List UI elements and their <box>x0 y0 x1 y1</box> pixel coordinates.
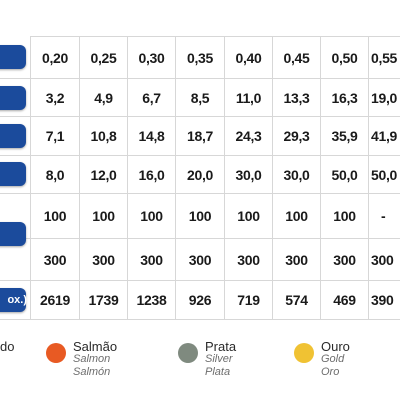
row-header-tab <box>0 86 26 110</box>
table-row: 8,0 12,0 16,0 20,0 30,0 30,0 50,0 50,0 <box>0 156 400 194</box>
color-swatch-icon <box>294 343 314 363</box>
legend-item-salmon: Salmão Salmon Salmón <box>46 340 117 379</box>
legend-label: do <box>0 339 15 354</box>
legend-label-en: Salmon <box>73 353 111 365</box>
table-cell: 100 <box>92 208 115 224</box>
table-cell: 14,8 <box>138 128 165 144</box>
table-cell: 2619 <box>40 292 70 308</box>
table-cell: 4,9 <box>94 89 113 106</box>
table-cell: 41,9 <box>371 128 398 144</box>
row-header-tab <box>0 45 26 69</box>
table-cell: - <box>381 208 386 224</box>
table-cell: 29,3 <box>283 128 310 144</box>
col-divider <box>224 36 225 320</box>
table-cell: 100 <box>285 208 308 224</box>
legend-label-es: Plata <box>205 366 231 378</box>
legend-label: Ouro <box>321 339 350 354</box>
col-divider <box>368 36 369 320</box>
table-cell: 10,8 <box>90 128 117 144</box>
table-cell: 16,3 <box>331 89 358 106</box>
table-cell: 719 <box>237 292 260 308</box>
row-header-tab <box>0 288 26 312</box>
table-cell: 926 <box>188 292 212 308</box>
table-cell: 35,9 <box>331 128 358 144</box>
table-row: 100 100 100 100 100 100 100 - <box>0 194 400 246</box>
table-cell: 50,0 <box>371 166 398 183</box>
row-header-label: ox.) <box>7 294 27 306</box>
table-cell: 6,7 <box>142 89 161 106</box>
table-cell: 12,0 <box>90 166 117 183</box>
table-row: 3,2 4,9 6,7 8,5 11,0 13,3 16,3 19,0 <box>0 79 400 117</box>
table-cell: 300 <box>237 251 260 268</box>
color-swatch-icon <box>46 343 66 363</box>
table-cell: 11,0 <box>235 89 262 106</box>
col-divider <box>175 36 176 320</box>
table-cell: 0,20 <box>41 49 69 66</box>
table-cell: 300 <box>371 251 394 268</box>
table-cell: 24,3 <box>235 128 262 144</box>
table-cell: 8,0 <box>45 166 65 183</box>
table-cell: 100 <box>140 208 163 224</box>
table-cell: 100 <box>43 208 67 224</box>
col-divider <box>127 36 128 320</box>
legend-label: Salmão <box>73 339 118 354</box>
table-cell: 0,55 <box>371 49 398 66</box>
row-header-tab <box>0 124 26 148</box>
table-row: 0,20 0,25 0,30 0,35 0,40 0,45 0,50 0,55 <box>0 37 400 79</box>
legend-label-es: Oro <box>321 366 340 378</box>
table-cell: 0,40 <box>235 49 262 66</box>
table-cell: 8,5 <box>190 89 210 106</box>
legend-label-es: Salmón <box>73 366 111 378</box>
table-cell: 390 <box>371 292 394 308</box>
row-header-tab <box>0 162 26 186</box>
table-cell: 300 <box>333 251 356 268</box>
col-divider <box>272 36 273 320</box>
table-cell: 0,25 <box>90 49 117 66</box>
table-cell: 30,0 <box>283 166 310 183</box>
table-cell: 18,7 <box>186 128 214 144</box>
table-cell: 300 <box>285 251 308 268</box>
table-cell: 100 <box>188 208 212 224</box>
table-cell: 0,30 <box>138 49 165 66</box>
table-top-border <box>30 36 400 37</box>
legend-label: Prata <box>205 339 237 354</box>
table-cell: 16,0 <box>138 166 165 183</box>
table-row: 300 300 300 300 300 300 300 300 <box>0 239 400 281</box>
table-row: ox.) 2619 1739 1238 926 719 574 469 390 <box>0 281 400 320</box>
table-cell: 3,2 <box>45 89 65 106</box>
table-cell: 50,0 <box>331 166 358 183</box>
color-swatch-icon <box>178 343 198 363</box>
spec-table: 0,20 0,25 0,30 0,35 0,40 0,45 0,50 0,55 … <box>0 36 400 320</box>
table-cell: 300 <box>43 251 67 268</box>
color-legend: do Salmão Salmon Salmón Prata Silver Pla… <box>0 340 400 390</box>
row-header-tab <box>0 222 26 246</box>
legend-item-gold: Ouro Gold Oro <box>294 340 350 379</box>
table-cell: 300 <box>140 251 163 268</box>
table-cell: 7,1 <box>45 128 65 144</box>
table-cell: 300 <box>92 251 115 268</box>
table-cell: 300 <box>188 251 212 268</box>
table-cell: 0,50 <box>331 49 358 66</box>
table-cell: 100 <box>237 208 260 224</box>
table-cell: 574 <box>285 292 308 308</box>
table-cell: 13,3 <box>283 89 310 106</box>
col-divider <box>30 36 31 320</box>
col-divider <box>320 36 321 320</box>
legend-label-en: Silver <box>205 353 233 365</box>
table-cell: 1238 <box>136 292 167 308</box>
legend-item-silver: Prata Silver Plata <box>178 340 236 379</box>
legend-item: do <box>0 340 14 353</box>
table-cell: 469 <box>333 292 356 308</box>
legend-label-en: Gold <box>321 353 345 365</box>
col-divider <box>79 36 80 320</box>
table-cell: 0,35 <box>186 49 214 66</box>
table-row: 7,1 10,8 14,8 18,7 24,3 29,3 35,9 41,9 <box>0 117 400 156</box>
table-cell: 20,0 <box>186 166 214 183</box>
table-cell: 100 <box>333 208 356 224</box>
table-cell: 30,0 <box>235 166 262 183</box>
table-cell: 0,45 <box>283 49 310 66</box>
table-cell: 1739 <box>88 292 119 308</box>
table-cell: 19,0 <box>371 89 398 106</box>
